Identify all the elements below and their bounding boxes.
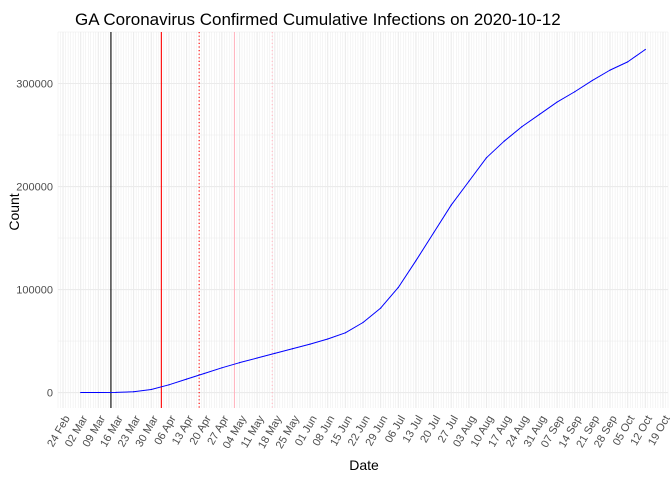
y-tick-label: 200000 xyxy=(16,182,53,194)
data-point xyxy=(274,352,276,355)
data-point xyxy=(203,372,205,375)
y-tick-label: 100000 xyxy=(16,285,53,297)
data-point xyxy=(432,232,435,234)
data-point xyxy=(609,69,611,71)
reference-lines xyxy=(110,32,273,408)
chart-title: GA Coronavirus Confirmed Cumulative Infe… xyxy=(75,10,561,29)
data-point xyxy=(256,357,258,359)
data-point xyxy=(556,101,558,103)
data-point xyxy=(380,307,382,309)
data-point xyxy=(133,391,135,393)
data-point xyxy=(521,126,523,128)
data-point xyxy=(115,391,117,394)
data-point xyxy=(485,157,488,159)
data-point xyxy=(468,180,470,182)
y-axis-title: Count xyxy=(6,193,22,230)
y-tick-labels: 0 100000 200000 300000 xyxy=(16,79,53,400)
series-layer xyxy=(80,48,646,394)
data-point xyxy=(221,367,223,369)
data-point xyxy=(80,391,82,394)
data-point xyxy=(291,348,294,350)
data-point xyxy=(150,388,152,391)
data-point xyxy=(327,338,329,340)
data-point xyxy=(503,140,505,142)
y-tick-label: 0 xyxy=(47,388,53,400)
data-point xyxy=(168,384,170,386)
x-axis-title: Date xyxy=(349,457,379,473)
y-tick-label: 300000 xyxy=(16,79,53,91)
data-point xyxy=(574,91,576,93)
data-point xyxy=(238,362,241,364)
data-point xyxy=(627,61,629,63)
grid-lines xyxy=(57,31,669,408)
data-point xyxy=(309,343,311,345)
data-point xyxy=(344,332,346,334)
data-point xyxy=(644,48,646,51)
data-point xyxy=(185,378,188,380)
data-point xyxy=(538,113,541,116)
data-point xyxy=(97,391,99,394)
data-point xyxy=(415,260,417,262)
data-point xyxy=(591,79,593,82)
data-point xyxy=(362,321,364,324)
data-point xyxy=(450,204,452,206)
data-point xyxy=(397,286,399,289)
